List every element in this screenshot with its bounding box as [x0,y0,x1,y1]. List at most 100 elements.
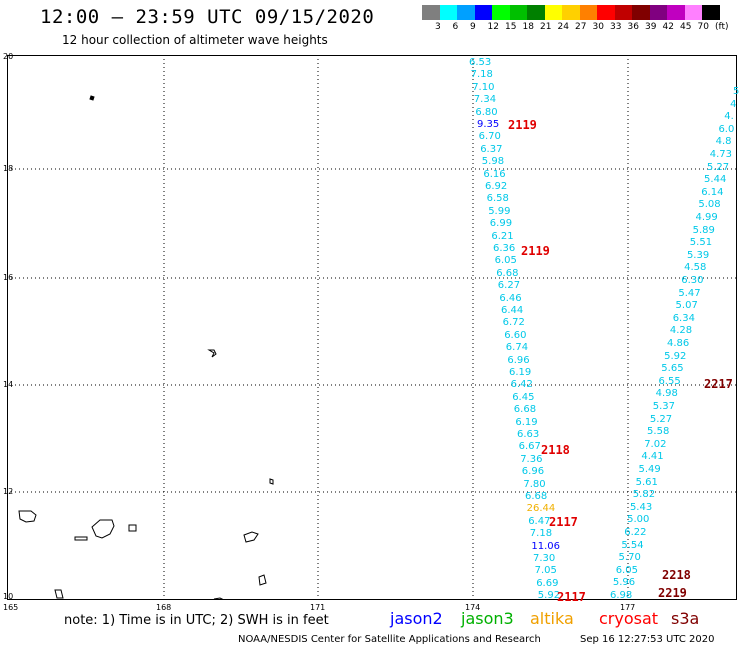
credit-line: NOAA/NESDIS Center for Satellite Applica… [238,634,541,645]
latitude-label: 10 [3,592,14,601]
island-outlines [18,95,274,600]
pass-time-label: 2119 [508,118,537,132]
island [269,478,274,485]
wave-height-value: 7.10 [472,81,495,93]
wave-height-value: 6.45 [512,391,535,403]
legend-swatch [422,5,440,20]
legend-label: 36 [627,22,639,32]
island [243,531,259,543]
wave-height-value: 11.06 [531,540,561,552]
island [18,510,37,523]
legend-swatch [684,5,702,20]
wave-height-value: 6.63 [517,429,540,440]
wave-height-value: 6.92 [485,181,508,192]
legend-label: 45 [680,22,692,32]
legend-swatch [614,5,632,20]
wave-height-value: 6.27 [497,280,521,292]
wave-height-value: 6.67 [518,441,541,453]
pass-time-label: 2217 [704,377,733,391]
wave-height-value: 5.27 [649,413,673,425]
latitude-label: 20 [3,52,14,61]
wave-height-value: 6.36 [493,243,516,254]
wave-height-value: 6.72 [502,317,525,329]
wave-height-value: 4.98 [655,388,678,400]
wave-height-value: 6.37 [480,143,503,155]
island [91,519,115,539]
wave-height-value: 4 [730,98,737,110]
wave-height-value: 4.73 [709,149,733,160]
legend-label: 27 [575,22,587,32]
legend-label: (ft) [715,22,729,32]
wave-height-value: 7.02 [644,438,667,450]
wave-height-value: 5.92 [537,590,561,602]
wave-height-value: 5.47 [678,287,701,299]
latitude-label: 14 [3,380,14,389]
footnote: note: 1) Time is in UTC; 2) SWH is in fe… [64,613,329,628]
legend-swatch [439,5,457,20]
island [213,597,225,600]
wave-height-value: 6.16 [483,168,506,180]
wave-height-value: 7.36 [520,453,543,465]
legend-swatch [562,5,580,20]
wave-height-value: 5.65 [661,363,684,375]
wave-height-value: 5.61 [635,476,658,488]
wave-height-value: 5.51 [689,237,713,249]
map-frame [7,55,737,600]
map-border [7,55,737,600]
wave-height-value: 5.54 [621,539,644,551]
latitude-label: 12 [3,487,14,496]
wave-height-value: 6.68 [513,404,537,416]
legend-swatch [632,5,650,20]
wave-height-value: 6.19 [509,367,532,378]
wave-height-value: 7.18 [470,69,493,81]
wave-height-value: 5.07 [675,300,698,312]
wave-height-value: 6.55 [658,375,681,387]
wave-height-value: 6.60 [504,329,527,341]
pass-time-label: 2117 [557,590,586,604]
wave-height-value: 6.19 [515,416,538,428]
longitude-label: 174 [465,603,481,612]
wave-height-value: 4.8 [715,136,732,148]
pass-time-label: 2219 [658,586,687,600]
wave-height-value: 6.70 [478,131,501,143]
island [89,95,95,101]
wave-height-value: 6.21 [491,230,514,242]
satellite-s3a: s3a [671,609,700,628]
legend-swatch [702,5,720,20]
map-subtitle: 12 hour collection of altimeter wave hei… [62,33,328,47]
wave-height-value: 5.43 [629,501,653,513]
legend-swatch [474,5,492,20]
wave-height-value: 6.96 [507,354,530,366]
longitude-label: 177 [620,603,636,612]
legend-label: 33 [610,22,622,32]
legend-swatch [579,5,597,20]
longitude-label: 165 [3,603,19,612]
wave-height-value: 5.70 [618,552,641,564]
legend-swatch [667,5,685,20]
wave-height-value: 6.44 [501,305,524,316]
legend-label: 12 [487,22,499,32]
wave-height-value: 5.99 [488,205,511,217]
wave-height-value: 6.0 [718,123,735,135]
legend-label: 30 [592,22,604,32]
wave-height-value: 6.53 [469,57,492,68]
wave-height-value: 6.05 [615,564,638,576]
wave-height-value: 6.42 [510,379,533,391]
wave-height-value: 6.05 [494,255,517,267]
legend-swatch [509,5,527,20]
wave-height-value: 6.30 [681,275,704,286]
wave-height-value: 5.98 [481,156,505,168]
pass-time-label: 2218 [662,568,691,582]
legend-swatch [457,5,475,20]
wave-height-value: 5.44 [704,174,727,186]
wave-height-value: 6.99 [489,218,513,230]
latitude-label: 18 [3,164,14,173]
wave-height-value: 5.27 [706,161,730,173]
wave-height-value: 4.41 [641,451,664,463]
pass-time-label: 2119 [521,244,550,258]
wave-height-value: 7.30 [533,553,556,564]
legend-label: 70 [697,22,709,32]
grid-lines [7,55,737,600]
wave-height-value: 6.46 [499,292,522,304]
